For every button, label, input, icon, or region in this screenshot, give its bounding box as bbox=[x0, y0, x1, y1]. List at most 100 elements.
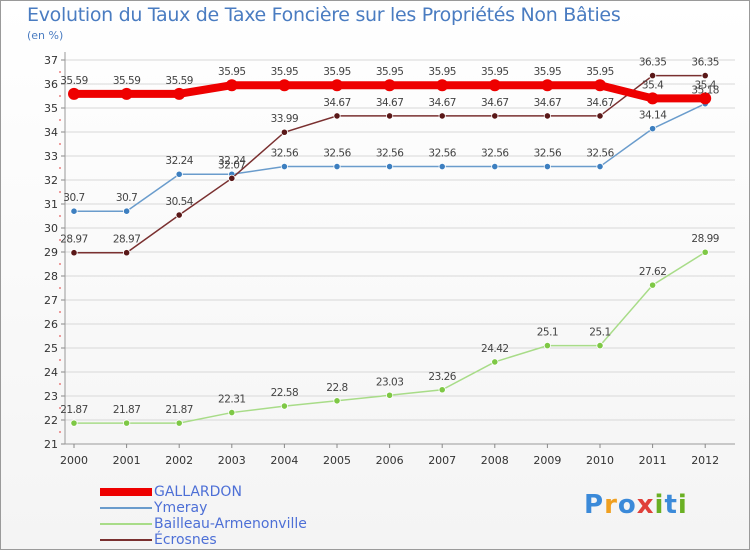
logo-letter: t bbox=[664, 490, 678, 520]
data-label--crosnes: 30.54 bbox=[165, 196, 193, 208]
y-tick-label: 28 bbox=[44, 270, 58, 283]
data-point-gallardon bbox=[436, 79, 449, 92]
x-tick-label: 2002 bbox=[165, 454, 193, 467]
y-tick-label: 31 bbox=[44, 198, 58, 211]
data-point--crosnes bbox=[491, 112, 499, 120]
logo-letter: i bbox=[654, 490, 665, 520]
data-point-bailleau-armenonville bbox=[228, 408, 236, 417]
data-label--crosnes: 36.35 bbox=[691, 57, 719, 69]
data-label-gallardon: 35.59 bbox=[60, 75, 88, 87]
data-point-bailleau-armenonville bbox=[280, 402, 288, 410]
data-point-gallardon bbox=[383, 79, 396, 92]
logo-letter: o bbox=[617, 490, 637, 520]
data-label-ymeray: 32.56 bbox=[586, 148, 614, 160]
data-label-ymeray: 32.56 bbox=[481, 148, 509, 160]
y-tick-label: 25 bbox=[44, 342, 58, 355]
data-label-gallardon: 35.4 bbox=[695, 79, 717, 91]
data-point--crosnes bbox=[333, 112, 341, 120]
data-label-gallardon: 35.95 bbox=[586, 66, 614, 78]
data-label-ymeray: 32.24 bbox=[165, 155, 193, 167]
data-point-bailleau-armenonville bbox=[438, 386, 446, 394]
data-label-gallardon: 35.95 bbox=[323, 66, 351, 78]
data-label-ymeray: 32.56 bbox=[323, 148, 351, 160]
data-point--crosnes bbox=[175, 211, 183, 219]
data-point-ymeray bbox=[70, 207, 78, 215]
data-label-ymeray: 35.18 bbox=[691, 85, 719, 97]
data-point-ymeray bbox=[438, 162, 446, 171]
data-point-bailleau-armenonville bbox=[385, 391, 394, 399]
logo-letter: i bbox=[677, 490, 688, 520]
data-label--crosnes: 28.97 bbox=[113, 234, 141, 246]
y-tick-label: 34 bbox=[44, 126, 58, 139]
data-label-gallardon: 35.95 bbox=[534, 66, 562, 78]
legend-label: Écrosnes bbox=[154, 532, 217, 548]
data-point--crosnes bbox=[596, 112, 604, 120]
data-label--crosnes: 33.99 bbox=[271, 113, 299, 125]
data-label-gallardon: 35.95 bbox=[271, 66, 299, 78]
data-label-gallardon: 35.95 bbox=[428, 66, 456, 78]
legend-label: GALLARDON bbox=[154, 484, 242, 500]
data-point-ymeray bbox=[280, 162, 288, 171]
data-label-bailleau-armenonville: 25.1 bbox=[537, 327, 558, 339]
y-tick-label: 22 bbox=[44, 414, 58, 427]
data-point-gallardon bbox=[541, 79, 554, 92]
data-label-bailleau-armenonville: 23.03 bbox=[376, 376, 404, 388]
data-label-bailleau-armenonville: 22.31 bbox=[218, 394, 246, 406]
data-point-ymeray bbox=[175, 170, 183, 178]
y-tick-label: 27 bbox=[44, 294, 58, 307]
y-tick-label: 32 bbox=[44, 174, 58, 187]
data-point--crosnes bbox=[438, 112, 446, 120]
data-label-ymeray: 32.56 bbox=[271, 148, 299, 160]
data-point-bailleau-armenonville bbox=[543, 341, 552, 350]
y-tick-label: 26 bbox=[44, 318, 58, 331]
data-label--crosnes: 34.67 bbox=[586, 97, 614, 109]
data-point-bailleau-armenonville bbox=[175, 419, 183, 427]
data-point-ymeray bbox=[333, 162, 341, 171]
data-point--crosnes bbox=[543, 112, 552, 120]
logo-letter: x bbox=[636, 490, 655, 520]
y-tick-label: 29 bbox=[44, 246, 58, 259]
legend-label: Ymeray bbox=[154, 500, 208, 516]
data-point-gallardon bbox=[120, 87, 133, 100]
data-label--crosnes: 28.97 bbox=[60, 234, 88, 246]
data-point-gallardon bbox=[225, 79, 238, 92]
legend-label: Bailleau-Armenonville bbox=[154, 516, 307, 532]
y-tick-label: 36 bbox=[44, 78, 58, 91]
data-point--crosnes bbox=[228, 174, 236, 182]
data-point--crosnes bbox=[70, 249, 78, 257]
data-point-bailleau-armenonville bbox=[491, 358, 499, 366]
data-point-bailleau-armenonville bbox=[596, 341, 604, 350]
data-label-bailleau-armenonville: 21.87 bbox=[60, 404, 88, 416]
data-label--crosnes: 34.67 bbox=[323, 97, 351, 109]
data-label-ymeray: 34.14 bbox=[639, 110, 667, 122]
data-point-bailleau-armenonville bbox=[123, 419, 131, 427]
data-label-bailleau-armenonville: 21.87 bbox=[165, 404, 193, 416]
data-label-gallardon: 35.95 bbox=[376, 66, 404, 78]
data-point-ymeray bbox=[648, 125, 657, 133]
data-point-bailleau-armenonville bbox=[648, 281, 657, 289]
data-label--crosnes: 34.67 bbox=[376, 97, 404, 109]
data-label-gallardon: 35.95 bbox=[218, 66, 246, 78]
data-point-bailleau-armenonville bbox=[333, 397, 341, 405]
data-point-ymeray bbox=[596, 162, 604, 171]
legend-swatch bbox=[100, 539, 152, 541]
data-point-gallardon bbox=[594, 79, 606, 92]
data-label-gallardon: 35.95 bbox=[481, 66, 509, 78]
data-point-ymeray bbox=[491, 162, 499, 171]
logo-letter: P bbox=[584, 490, 605, 520]
data-label-bailleau-armenonville: 27.62 bbox=[639, 266, 667, 278]
data-point-gallardon bbox=[173, 87, 186, 100]
chart-title: Evolution du Taux de Taxe Foncière sur l… bbox=[27, 4, 621, 26]
legend-swatch bbox=[100, 523, 152, 525]
data-point-gallardon bbox=[488, 79, 501, 92]
y-tick-label: 30 bbox=[44, 222, 58, 235]
data-label-bailleau-armenonville: 23.26 bbox=[428, 371, 456, 383]
data-point-gallardon bbox=[68, 87, 80, 100]
data-label-ymeray: 32.56 bbox=[376, 148, 404, 160]
x-tick-label: 2005 bbox=[323, 454, 351, 467]
x-tick-label: 2009 bbox=[533, 454, 561, 467]
data-point--crosnes bbox=[280, 128, 288, 136]
legend-swatch bbox=[100, 507, 152, 509]
data-label--crosnes: 34.67 bbox=[534, 97, 562, 109]
